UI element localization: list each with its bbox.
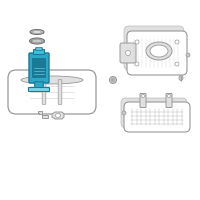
Ellipse shape <box>142 95 144 98</box>
Ellipse shape <box>21 76 83 84</box>
Ellipse shape <box>32 77 42 81</box>
FancyBboxPatch shape <box>58 80 62 104</box>
Polygon shape <box>52 112 64 119</box>
Ellipse shape <box>135 62 139 66</box>
FancyBboxPatch shape <box>121 98 187 128</box>
FancyBboxPatch shape <box>166 94 172 108</box>
FancyBboxPatch shape <box>140 94 146 108</box>
FancyBboxPatch shape <box>34 49 44 54</box>
Polygon shape <box>38 111 48 118</box>
Ellipse shape <box>32 30 42 33</box>
FancyBboxPatch shape <box>35 82 43 88</box>
Ellipse shape <box>146 42 172 60</box>
Ellipse shape <box>175 62 179 66</box>
Ellipse shape <box>179 75 183 80</box>
Ellipse shape <box>135 40 139 44</box>
FancyBboxPatch shape <box>8 70 96 114</box>
Ellipse shape <box>150 45 168 57</box>
FancyBboxPatch shape <box>124 102 190 132</box>
Ellipse shape <box>111 78 115 82</box>
Ellipse shape <box>168 95 170 98</box>
FancyBboxPatch shape <box>29 88 50 92</box>
Ellipse shape <box>56 114 60 117</box>
Ellipse shape <box>186 53 190 57</box>
Ellipse shape <box>30 29 44 34</box>
Ellipse shape <box>20 81 92 109</box>
Ellipse shape <box>122 111 126 115</box>
FancyBboxPatch shape <box>124 26 184 70</box>
FancyBboxPatch shape <box>127 31 187 75</box>
Ellipse shape <box>32 39 42 43</box>
Ellipse shape <box>126 50 130 55</box>
Ellipse shape <box>175 40 179 44</box>
Ellipse shape <box>110 76 116 84</box>
FancyBboxPatch shape <box>36 48 42 50</box>
FancyBboxPatch shape <box>120 43 136 63</box>
Ellipse shape <box>30 38 44 44</box>
FancyBboxPatch shape <box>29 53 49 83</box>
FancyBboxPatch shape <box>42 80 46 104</box>
FancyBboxPatch shape <box>32 58 46 77</box>
